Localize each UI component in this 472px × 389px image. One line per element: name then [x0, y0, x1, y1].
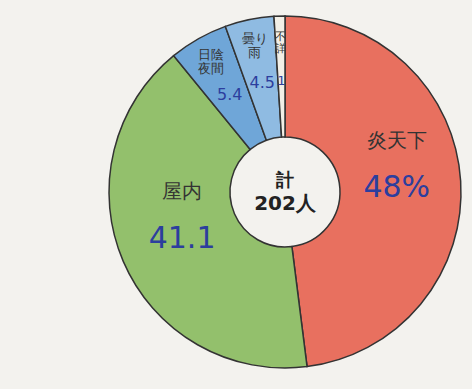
html-text:202人: 202人 — [254, 190, 316, 215]
html-text:計: 計 — [276, 169, 294, 191]
svg-text:屋内: 屋内 — [162, 179, 202, 203]
svg-text:不: 不 — [274, 29, 286, 43]
svg-text:詳: 詳 — [275, 42, 286, 55]
svg-text:夜間: 夜間 — [198, 61, 224, 76]
svg-text:41.1: 41.1 — [149, 220, 216, 255]
svg-text:日陰: 日陰 — [198, 47, 224, 62]
svg-text:雨: 雨 — [248, 45, 261, 60]
svg-text:48%: 48% — [363, 169, 430, 204]
svg-text:炎天下: 炎天下 — [367, 128, 427, 152]
svg-text:4.5: 4.5 — [250, 73, 275, 92]
svg-text:5.4: 5.4 — [217, 85, 242, 104]
svg-text:曇り: 曇り — [242, 31, 268, 46]
svg-text:1: 1 — [277, 73, 285, 88]
